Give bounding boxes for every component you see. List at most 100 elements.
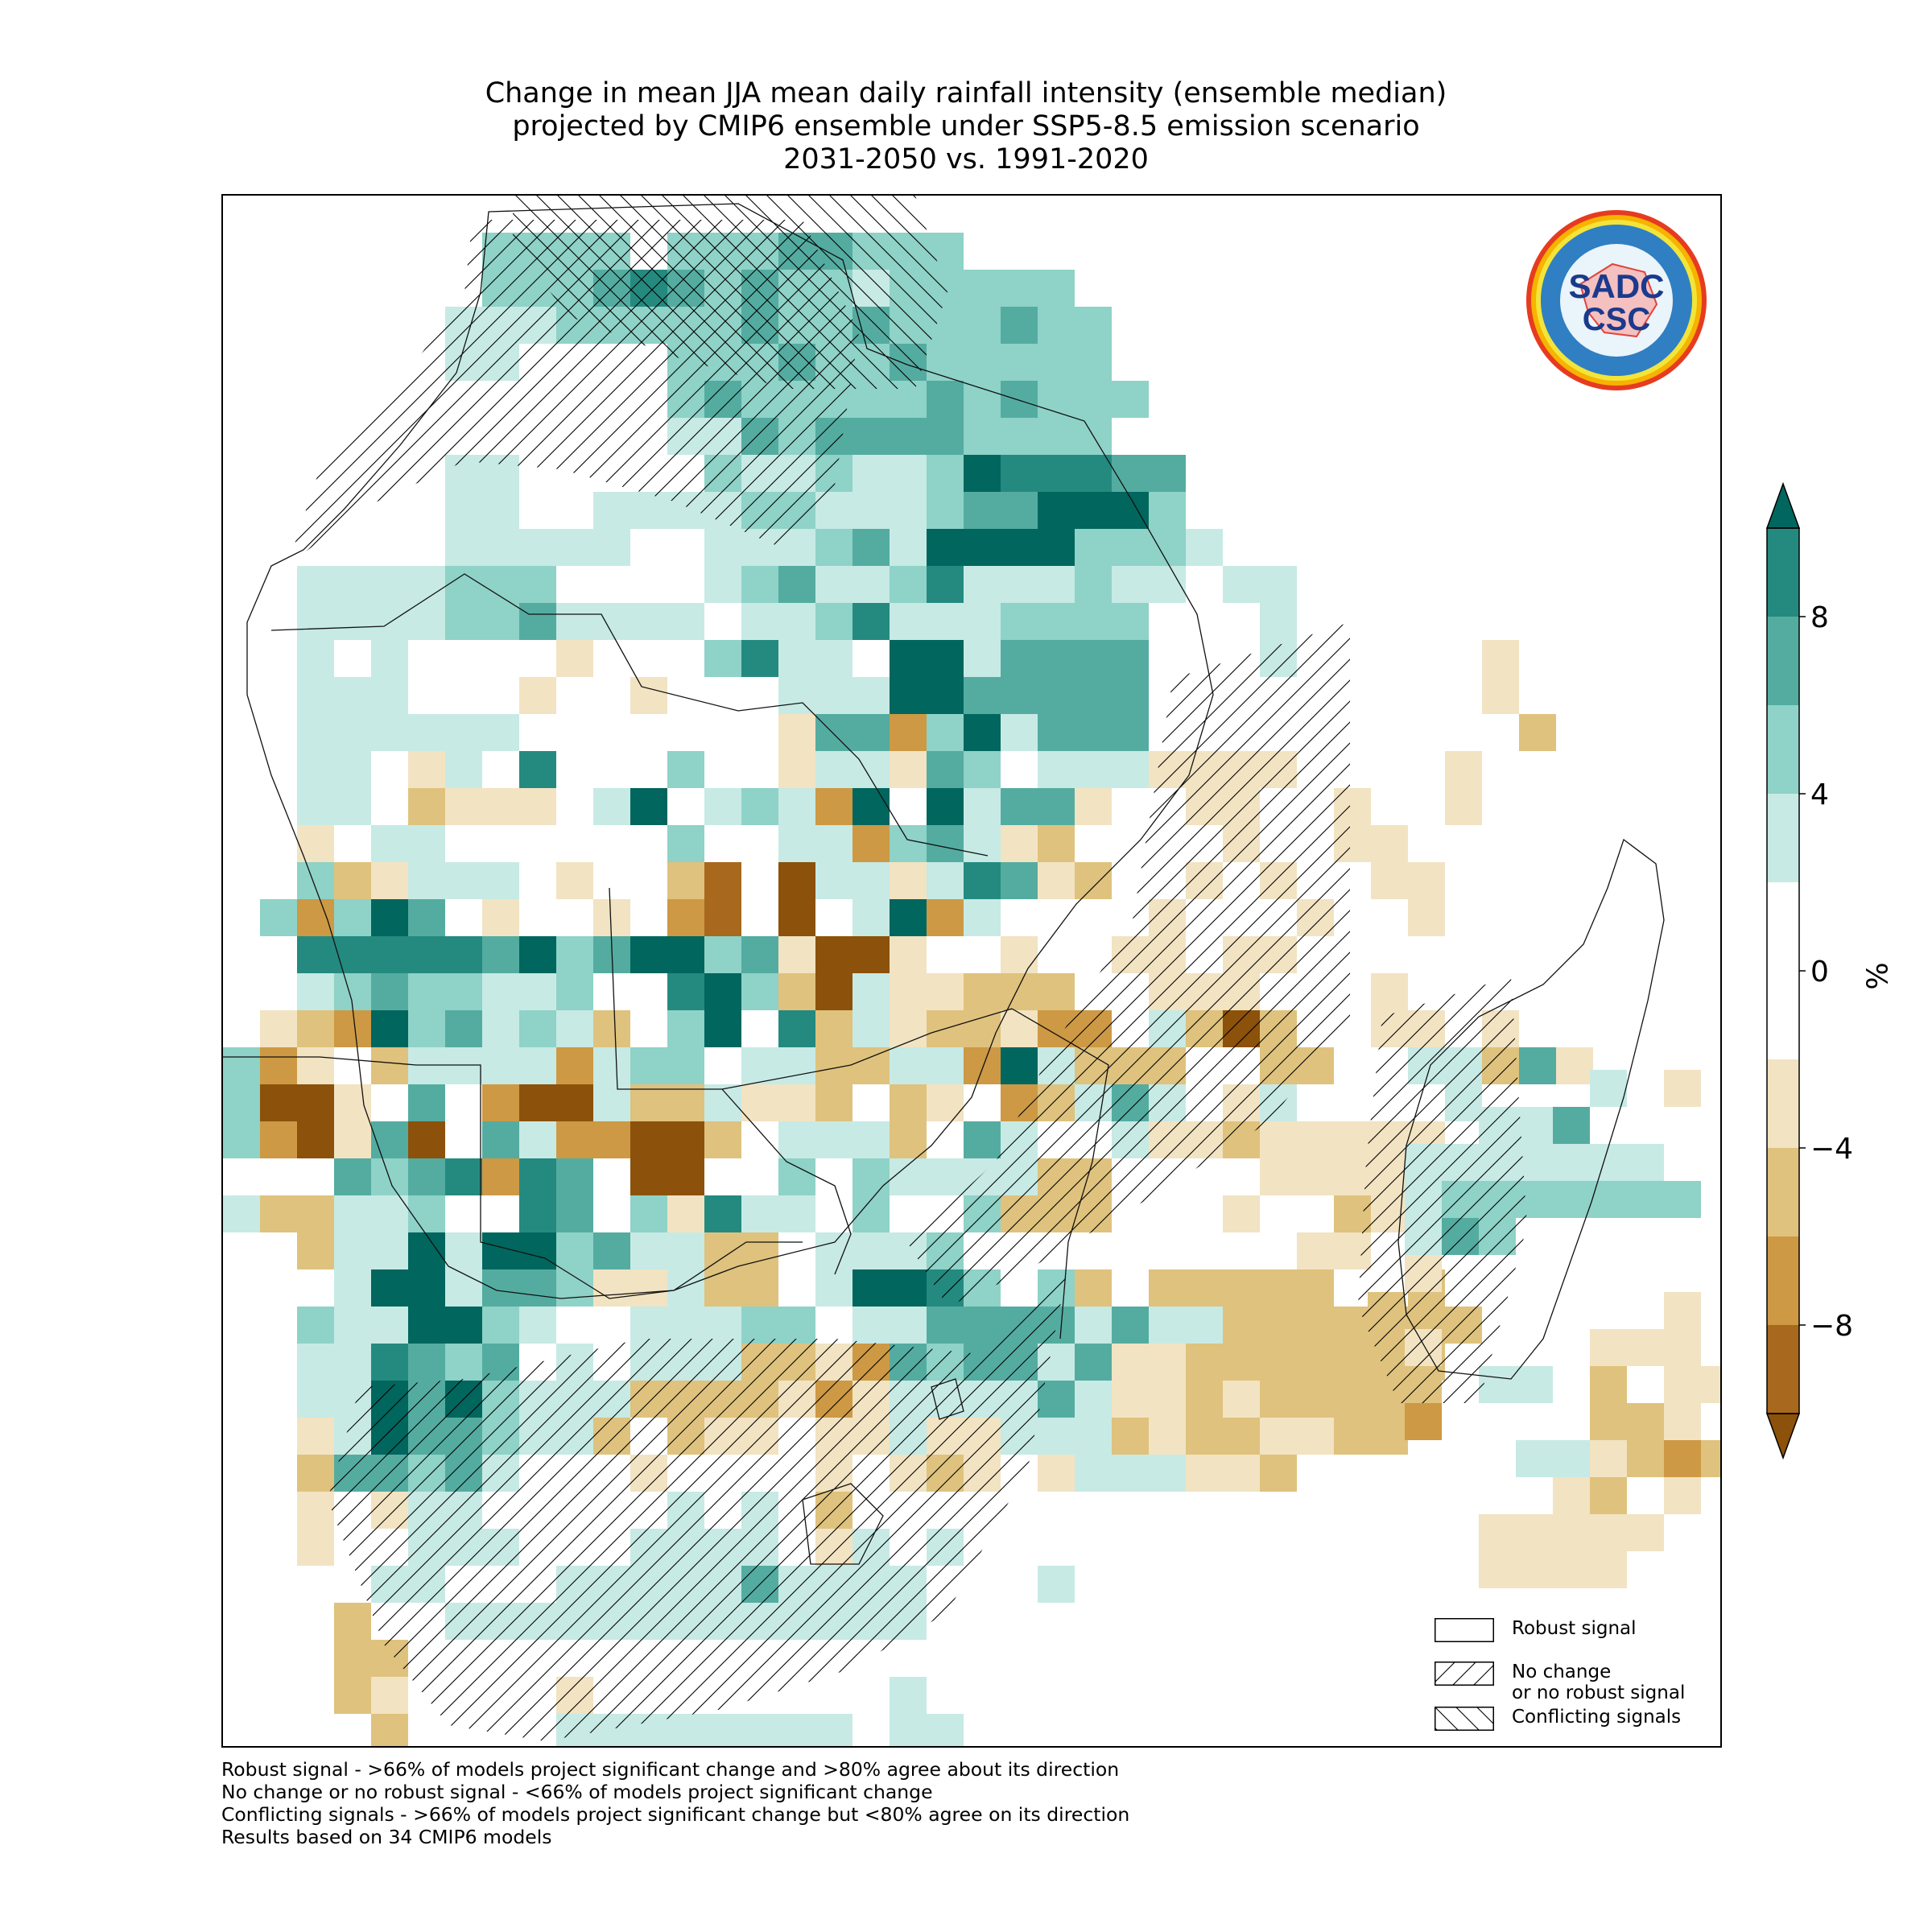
signal-hatching: [287, 196, 1527, 1741]
mainland-grid-cell: [964, 455, 1001, 492]
mainland-grid-cell: [890, 566, 927, 603]
mainland-grid-cell: [927, 751, 964, 788]
mainland-grid-cell: [741, 1195, 778, 1232]
mainland-grid-cell: [408, 1307, 445, 1344]
mainland-grid-cell: [704, 1195, 741, 1232]
mainland-grid-cell: [334, 677, 371, 714]
colorbar-bin: [1767, 1325, 1799, 1414]
mainland-grid-cell: [445, 566, 482, 603]
mainland-grid-cell: [741, 1232, 778, 1269]
mainland-grid-cell: [260, 1010, 297, 1047]
title-line-1: Change in mean JJA mean daily rainfall i…: [485, 77, 1447, 109]
mainland-grid-cell: [1001, 936, 1038, 973]
mainland-grid-cell: [1075, 677, 1112, 714]
mainland-grid-cell: [1149, 1418, 1186, 1455]
mainland-grid-cell: [297, 1121, 334, 1158]
mainland-grid-cell: [704, 862, 741, 899]
mainland-grid-cell: [630, 1084, 667, 1121]
madagascar-grid-cell: [1368, 1403, 1405, 1440]
mainland-grid-cell: [890, 1047, 927, 1084]
mainland-grid-cell: [704, 1121, 741, 1158]
mainland-grid-cell: [556, 862, 593, 899]
mainland-grid-cell: [630, 603, 667, 640]
madagascar-coastline: [1397, 838, 1665, 1380]
mainland-grid-cell: [1075, 455, 1112, 492]
mainland-grid-cell: [964, 603, 1001, 640]
mainland-grid-cell: [815, 566, 852, 603]
mainland-grid-cell: [334, 936, 371, 973]
madagascar-grid-cell: [1516, 1366, 1553, 1403]
hatch-no-robust-signal-south: [328, 1266, 1068, 1741]
colorbar-bin: [1767, 705, 1799, 794]
mainland-grid-cell: [445, 1010, 482, 1047]
mainland-grid-cell: [1038, 566, 1075, 603]
mainland-grid-cell: [927, 973, 964, 1010]
mainland-grid-cell: [1519, 714, 1556, 751]
mainland-grid-cell: [927, 714, 964, 751]
mainland-grid-cell: [1260, 1418, 1297, 1455]
mainland-grid-cell: [852, 418, 890, 455]
mainland-grid-cell: [778, 1047, 815, 1084]
mainland-grid-cell: [1001, 529, 1038, 566]
mainland-grid-cell: [852, 566, 890, 603]
mainland-grid-cell: [778, 640, 815, 677]
mainland-grid-cell: [371, 566, 408, 603]
mainland-grid-cell: [482, 714, 519, 751]
mainland-grid-cell: [964, 677, 1001, 714]
mainland-grid-cell: [815, 825, 852, 862]
mainland-grid-cell: [297, 1232, 334, 1269]
mainland-grid-cell: [482, 1084, 519, 1121]
madagascar-grid-cell: [1664, 1403, 1701, 1440]
mainland-grid-cell: [927, 603, 964, 640]
colorbar-bin: [1767, 617, 1799, 705]
africa-coastline: [246, 203, 1214, 1299]
mainland-grid-cell: [1186, 1455, 1223, 1492]
mainland-grid-cell: [815, 640, 852, 677]
madagascar-grid-cell: [1590, 1329, 1627, 1366]
mainland-grid-cell: [334, 1084, 371, 1121]
mainland-grid-cell: [890, 529, 927, 566]
mainland-grid-cell: [815, 1714, 852, 1746]
mainland-grid-cell: [1297, 1121, 1334, 1158]
mainland-grid-cell: [260, 1195, 297, 1232]
mainland-grid-cell: [852, 751, 890, 788]
mainland-grid-cell: [408, 603, 445, 640]
mainland-grid-cell: [778, 1158, 815, 1195]
mainland-grid-cell: [593, 492, 630, 529]
mainland-grid-cell: [667, 825, 704, 862]
mainland-grid-cell: [334, 603, 371, 640]
mainland-grid-cell: [964, 862, 1001, 899]
mainland-grid-cell: [482, 1158, 519, 1195]
legend-item-nochange: No change or no robust signal: [1435, 1662, 1685, 1703]
mainland-grid-cell: [1371, 973, 1408, 1010]
mainland-grid-cell: [371, 862, 408, 899]
mainland-grid-cell: [519, 1307, 556, 1344]
mainland-grid-cell: [556, 973, 593, 1010]
mainland-grid-cell: [445, 1269, 482, 1307]
mainland-grid-cell: [1075, 714, 1112, 751]
footnotes: Robust signal - >66% of models project s…: [221, 1758, 1129, 1848]
mainland-grid-cell: [630, 1158, 667, 1195]
mainland-grid-cell: [890, 1010, 927, 1047]
mainland-grid-cell: [519, 751, 556, 788]
mainland-grid-cell: [1075, 381, 1112, 418]
mainland-grid-cell: [408, 862, 445, 899]
mainland-grid-cell: [815, 936, 852, 973]
mainland-grid-cell: [778, 936, 815, 973]
colorbar-tick-label: −8: [1810, 1310, 1853, 1343]
mainland-grid-cell: [482, 1121, 519, 1158]
mainland-grid-cell: [927, 344, 964, 381]
mainland-grid-cell: [1149, 492, 1186, 529]
mainland-grid-cell: [778, 1121, 815, 1158]
mainland-grid-cell: [1001, 788, 1038, 825]
mainland-grid-cell: [815, 1269, 852, 1307]
mainland-grid-cell: [1260, 1455, 1297, 1492]
mainland-grid-cell: [778, 1010, 815, 1047]
mainland-grid-cell: [1149, 529, 1186, 566]
mainland-grid-cell: [852, 1232, 890, 1269]
legend-swatch-robust: [1435, 1618, 1494, 1642]
mainland-grid-cell: [445, 1158, 482, 1195]
mainland-grid-cell: [371, 714, 408, 751]
mainland-grid-cell: [482, 899, 519, 936]
mainland-grid-cell: [297, 899, 334, 936]
